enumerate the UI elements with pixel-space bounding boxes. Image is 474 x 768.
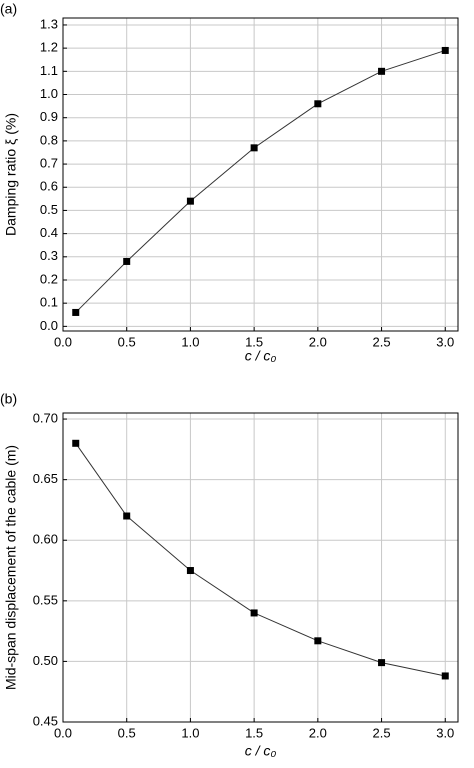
y-tick-label: 0.65	[33, 471, 58, 486]
x-tick-label: 1.0	[181, 725, 199, 740]
y-tick-label: 0.70	[33, 410, 58, 425]
data-point	[314, 637, 322, 645]
y-tick-label: 1.1	[40, 63, 58, 78]
panel-label: (b)	[0, 391, 17, 407]
y-axis-label: Mid-span displacement of the cable (m)	[3, 445, 19, 690]
y-axis-label: Damping ratio ξ (%)	[3, 113, 19, 236]
x-tick-label: 1.0	[181, 334, 199, 349]
data-point	[123, 257, 131, 265]
data-point	[186, 567, 194, 575]
plot-frame	[62, 17, 459, 332]
y-tick-label: 0.1	[40, 295, 58, 310]
x-tick-label: 0.5	[118, 725, 136, 740]
x-tick-label: 2.0	[309, 725, 327, 740]
data-point	[123, 512, 131, 520]
data-point	[378, 67, 386, 75]
data-point	[72, 308, 80, 316]
x-tick-label: 1.5	[245, 725, 263, 740]
x-axis-label: c / c₀	[245, 743, 277, 759]
x-tick-label: 2.5	[373, 725, 391, 740]
data-point	[72, 439, 80, 447]
data-point	[378, 659, 386, 667]
y-tick-label: 0.2	[40, 271, 58, 286]
y-tick-label: 1.3	[40, 16, 58, 31]
panel-label: (a)	[0, 1, 17, 17]
data-line	[75, 49, 446, 313]
x-tick-label: 2.5	[373, 334, 391, 349]
y-tick-label: 0.5	[40, 202, 58, 217]
y-tick-label: 0.4	[40, 225, 58, 240]
y-tick-label: 1.2	[40, 40, 58, 55]
y-tick-label: 0.45	[33, 713, 58, 728]
x-tick-label: 3.0	[436, 334, 454, 349]
y-tick-label: 0.3	[40, 248, 58, 263]
data-point	[250, 609, 258, 617]
x-tick-label: 0.0	[54, 725, 72, 740]
x-tick-label: 3.0	[436, 725, 454, 740]
x-tick-label: 0.5	[118, 334, 136, 349]
data-point	[314, 100, 322, 108]
y-tick-label: 0.8	[40, 132, 58, 147]
y-tick-label: 1.0	[40, 86, 58, 101]
data-point	[250, 144, 258, 152]
x-tick-label: 1.5	[245, 334, 263, 349]
data-point	[186, 197, 194, 205]
y-tick-label: 0.9	[40, 109, 58, 124]
data-point	[441, 46, 449, 54]
y-tick-label: 0.55	[33, 592, 58, 607]
x-tick-label: 0.0	[54, 334, 72, 349]
plot-frame	[62, 412, 459, 723]
y-tick-label: 0.60	[33, 532, 58, 547]
x-axis-label: c / c₀	[245, 348, 277, 364]
data-line	[75, 443, 446, 677]
data-point	[441, 672, 449, 680]
y-tick-label: 0.0	[40, 318, 58, 333]
x-tick-label: 2.0	[309, 334, 327, 349]
y-tick-label: 0.50	[33, 653, 58, 668]
y-tick-label: 0.7	[40, 156, 58, 171]
y-tick-label: 0.6	[40, 179, 58, 194]
